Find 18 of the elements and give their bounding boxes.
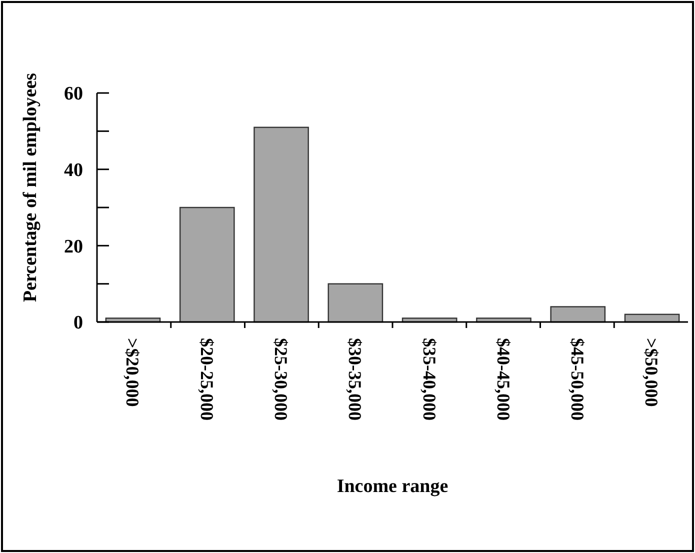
x-tick-label: $40-45,000	[493, 338, 514, 420]
x-tick-label: $45-50,000	[568, 338, 588, 420]
x-tick-label: >$50,000	[642, 338, 662, 407]
y-tick-label: 60	[64, 84, 83, 105]
bar	[328, 283, 384, 323]
x-tick-label: $25-30,000	[270, 338, 291, 420]
x-tick-label: $30-35,000	[345, 338, 366, 420]
y-axis-title: Percentage of mil employees	[20, 72, 41, 302]
y-tick-label: 20	[64, 236, 83, 258]
x-tick-label: $35-40,000	[419, 338, 440, 420]
x-tick-label: >$20,000	[122, 338, 143, 407]
x-axis-title: Income range	[336, 476, 448, 497]
y-tick-label: 40	[64, 160, 83, 181]
x-tick-label: $20-25,000	[196, 338, 217, 420]
y-tick-label: 0	[74, 312, 83, 334]
bar	[179, 206, 235, 323]
bar	[254, 126, 309, 323]
bar	[550, 306, 606, 323]
